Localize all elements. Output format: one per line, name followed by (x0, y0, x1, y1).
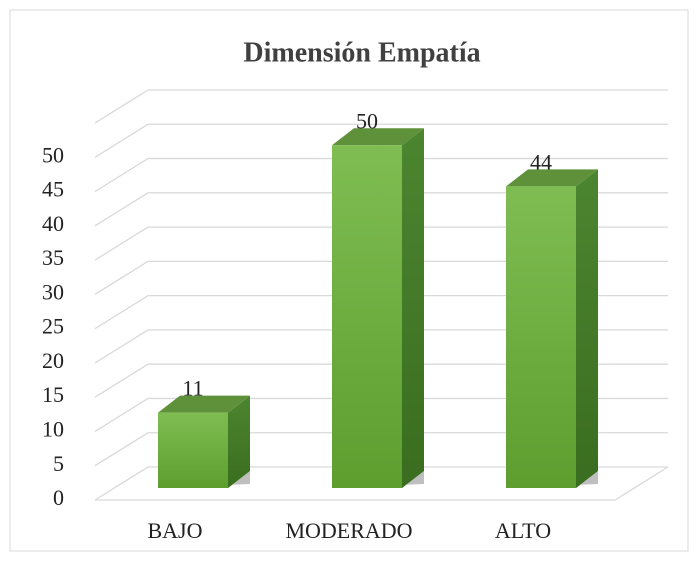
bar-side (576, 169, 598, 488)
grid-line (94, 363, 668, 398)
y-tick-label: 15 (42, 382, 64, 407)
value-label: 11 (182, 376, 203, 401)
x-tick-label: BAJO (147, 518, 202, 543)
grid-line (94, 89, 668, 124)
bar-side (228, 395, 250, 488)
y-tick-label: 25 (42, 314, 64, 339)
value-label: 50 (356, 108, 378, 133)
bar-top (158, 395, 250, 413)
y-tick-label: 35 (42, 245, 64, 270)
y-tick-label: 50 (42, 142, 64, 167)
bar-side (402, 128, 424, 489)
y-tick-label: 45 (42, 177, 64, 202)
x-tick-label: MODERADO (285, 518, 412, 543)
y-tick-label: 5 (53, 451, 64, 476)
floor-edge (95, 466, 669, 501)
grid-line (94, 260, 668, 295)
bar-top (506, 169, 598, 187)
bar (506, 186, 576, 488)
bar (158, 412, 228, 488)
x-tick-label: ALTO (495, 518, 551, 543)
grid-line (94, 466, 668, 501)
value-label: 44 (530, 149, 552, 174)
grid-line (94, 123, 668, 158)
grid-line (94, 294, 668, 330)
chart-border (9, 9, 689, 552)
y-tick-label: 40 (42, 211, 64, 236)
y-tick-label: 0 (53, 485, 64, 510)
y-tick-label: 30 (42, 279, 64, 304)
grid-line (94, 397, 668, 433)
y-tick-label: 20 (42, 348, 64, 373)
grid-line (94, 226, 668, 261)
chart-title: Dimensión Empatía (243, 37, 480, 68)
grid-line (94, 432, 668, 467)
grid-line (94, 192, 668, 227)
grid-line (94, 329, 668, 364)
y-tick-label: 10 (42, 417, 64, 442)
bar-top (332, 128, 424, 146)
grid-line (94, 157, 668, 193)
bar (332, 145, 402, 489)
